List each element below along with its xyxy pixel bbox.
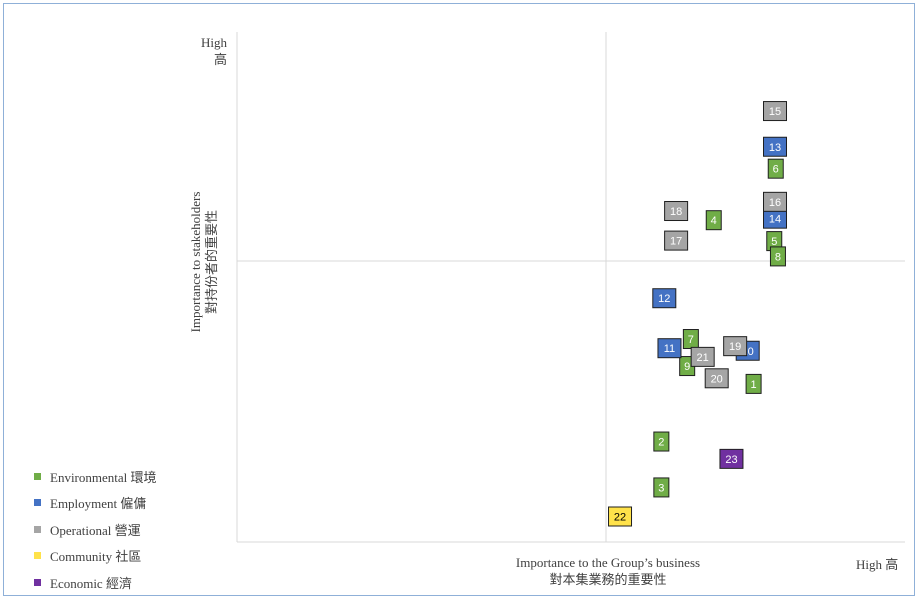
data-point-label: 3 <box>658 482 664 494</box>
data-point-marker <box>664 201 689 222</box>
data-point-label: 20 <box>711 373 723 385</box>
legend-swatch-operational <box>34 525 41 533</box>
data-point-label: 11 <box>664 343 675 355</box>
y-axis-title-en: Importance to stakeholders <box>188 191 203 333</box>
data-point-11: 11 <box>657 338 682 359</box>
data-point-6: 6 <box>767 158 784 179</box>
legend-label-operational: Operational 營運 <box>50 522 141 538</box>
data-point-23: 23 <box>719 448 744 469</box>
legend-swatch-employment <box>34 499 41 507</box>
legend-label-community: Community 社區 <box>50 549 142 565</box>
data-point-marker <box>653 477 670 498</box>
data-point-label: 19 <box>729 341 741 353</box>
data-point-label: 23 <box>725 454 737 466</box>
legend-swatch-economic <box>34 578 41 586</box>
y-high-label-zh: 高 <box>213 52 227 67</box>
data-point-17: 17 <box>664 230 689 251</box>
data-point-label: 21 <box>697 352 709 364</box>
y-axis-title: Importance to stakeholders 對持份者的重要性 <box>188 112 220 412</box>
data-point-marker <box>664 230 689 251</box>
data-point-marker <box>763 191 788 212</box>
data-point-marker <box>653 431 670 452</box>
legend-swatch-environmental <box>34 472 41 480</box>
data-point-marker <box>769 246 786 267</box>
legend-label-environmental: Environmental 環境 <box>50 469 157 485</box>
data-point-16: 16 <box>763 191 788 212</box>
data-point-12: 12 <box>652 288 677 309</box>
data-point-label: 18 <box>670 206 682 218</box>
data-point-label: 16 <box>769 197 781 209</box>
data-point-13: 13 <box>763 136 788 157</box>
data-point-marker <box>608 506 633 527</box>
data-point-label: 2 <box>658 437 664 449</box>
data-point-4: 4 <box>705 210 722 231</box>
data-point-marker <box>723 336 748 357</box>
data-point-14: 14 <box>763 208 788 229</box>
y-axis-title-zh: 對持份者的重要性 <box>204 210 219 315</box>
data-point-3: 3 <box>653 477 670 498</box>
data-point-label: 14 <box>769 214 781 226</box>
data-point-label: 22 <box>614 512 626 524</box>
legend: Environmental 環境 Employment 僱傭 Operation… <box>34 463 157 596</box>
legend-item-employment: Employment 僱傭 <box>34 490 157 517</box>
data-point-19: 19 <box>723 336 748 357</box>
data-point-20: 20 <box>704 368 729 389</box>
data-point-marker <box>690 346 715 367</box>
data-point-marker <box>763 136 788 157</box>
legend-item-operational: Operational 營運 <box>34 516 157 543</box>
data-point-marker <box>719 448 744 469</box>
x-axis-title-en: Importance to the Group’s business <box>515 555 701 570</box>
data-point-label: 8 <box>775 251 781 263</box>
legend-label-employment: Employment 僱傭 <box>50 496 147 512</box>
data-point-label: 12 <box>658 293 670 305</box>
data-point-1: 1 <box>745 373 762 394</box>
data-point-label: 5 <box>771 236 777 248</box>
data-point-marker <box>704 368 729 389</box>
data-point-22: 22 <box>608 506 633 527</box>
x-axis-title-zh: 對本集業務的重要性 <box>549 572 667 587</box>
data-point-label: 17 <box>670 236 682 248</box>
data-point-21: 21 <box>690 346 715 367</box>
data-point-18: 18 <box>664 201 689 222</box>
data-point-label: 1 <box>751 379 757 391</box>
legend-item-environmental: Environmental 環境 <box>34 463 157 490</box>
data-point-marker <box>652 288 677 309</box>
data-point-7: 7 <box>682 329 699 350</box>
data-point-marker <box>657 338 682 359</box>
data-point-label: 6 <box>773 164 779 176</box>
legend-item-community: Community 社區 <box>34 543 157 570</box>
data-point-15: 15 <box>763 101 788 122</box>
y-high-label: High 高 <box>201 34 227 68</box>
chart-frame <box>3 3 915 596</box>
legend-item-economic: Economic 經濟 <box>34 569 157 596</box>
x-high-label: High 高 <box>856 557 899 572</box>
data-point-8: 8 <box>769 246 786 267</box>
data-point-label: 9 <box>684 361 690 373</box>
data-point-marker <box>705 210 722 231</box>
data-point-label: 7 <box>688 334 694 346</box>
y-high-label-en: High <box>201 35 227 50</box>
data-point-marker <box>763 101 788 122</box>
data-point-marker <box>745 373 762 394</box>
data-point-label: 15 <box>769 106 781 118</box>
data-point-label: 13 <box>769 142 781 154</box>
legend-label-economic: Economic 經濟 <box>50 575 132 591</box>
data-point-2: 2 <box>653 431 670 452</box>
data-point-marker <box>767 158 784 179</box>
x-axis-title: Importance to the Group’s business 對本集業務… <box>516 554 700 588</box>
data-point-label: 4 <box>711 215 717 227</box>
legend-swatch-community <box>34 552 41 560</box>
